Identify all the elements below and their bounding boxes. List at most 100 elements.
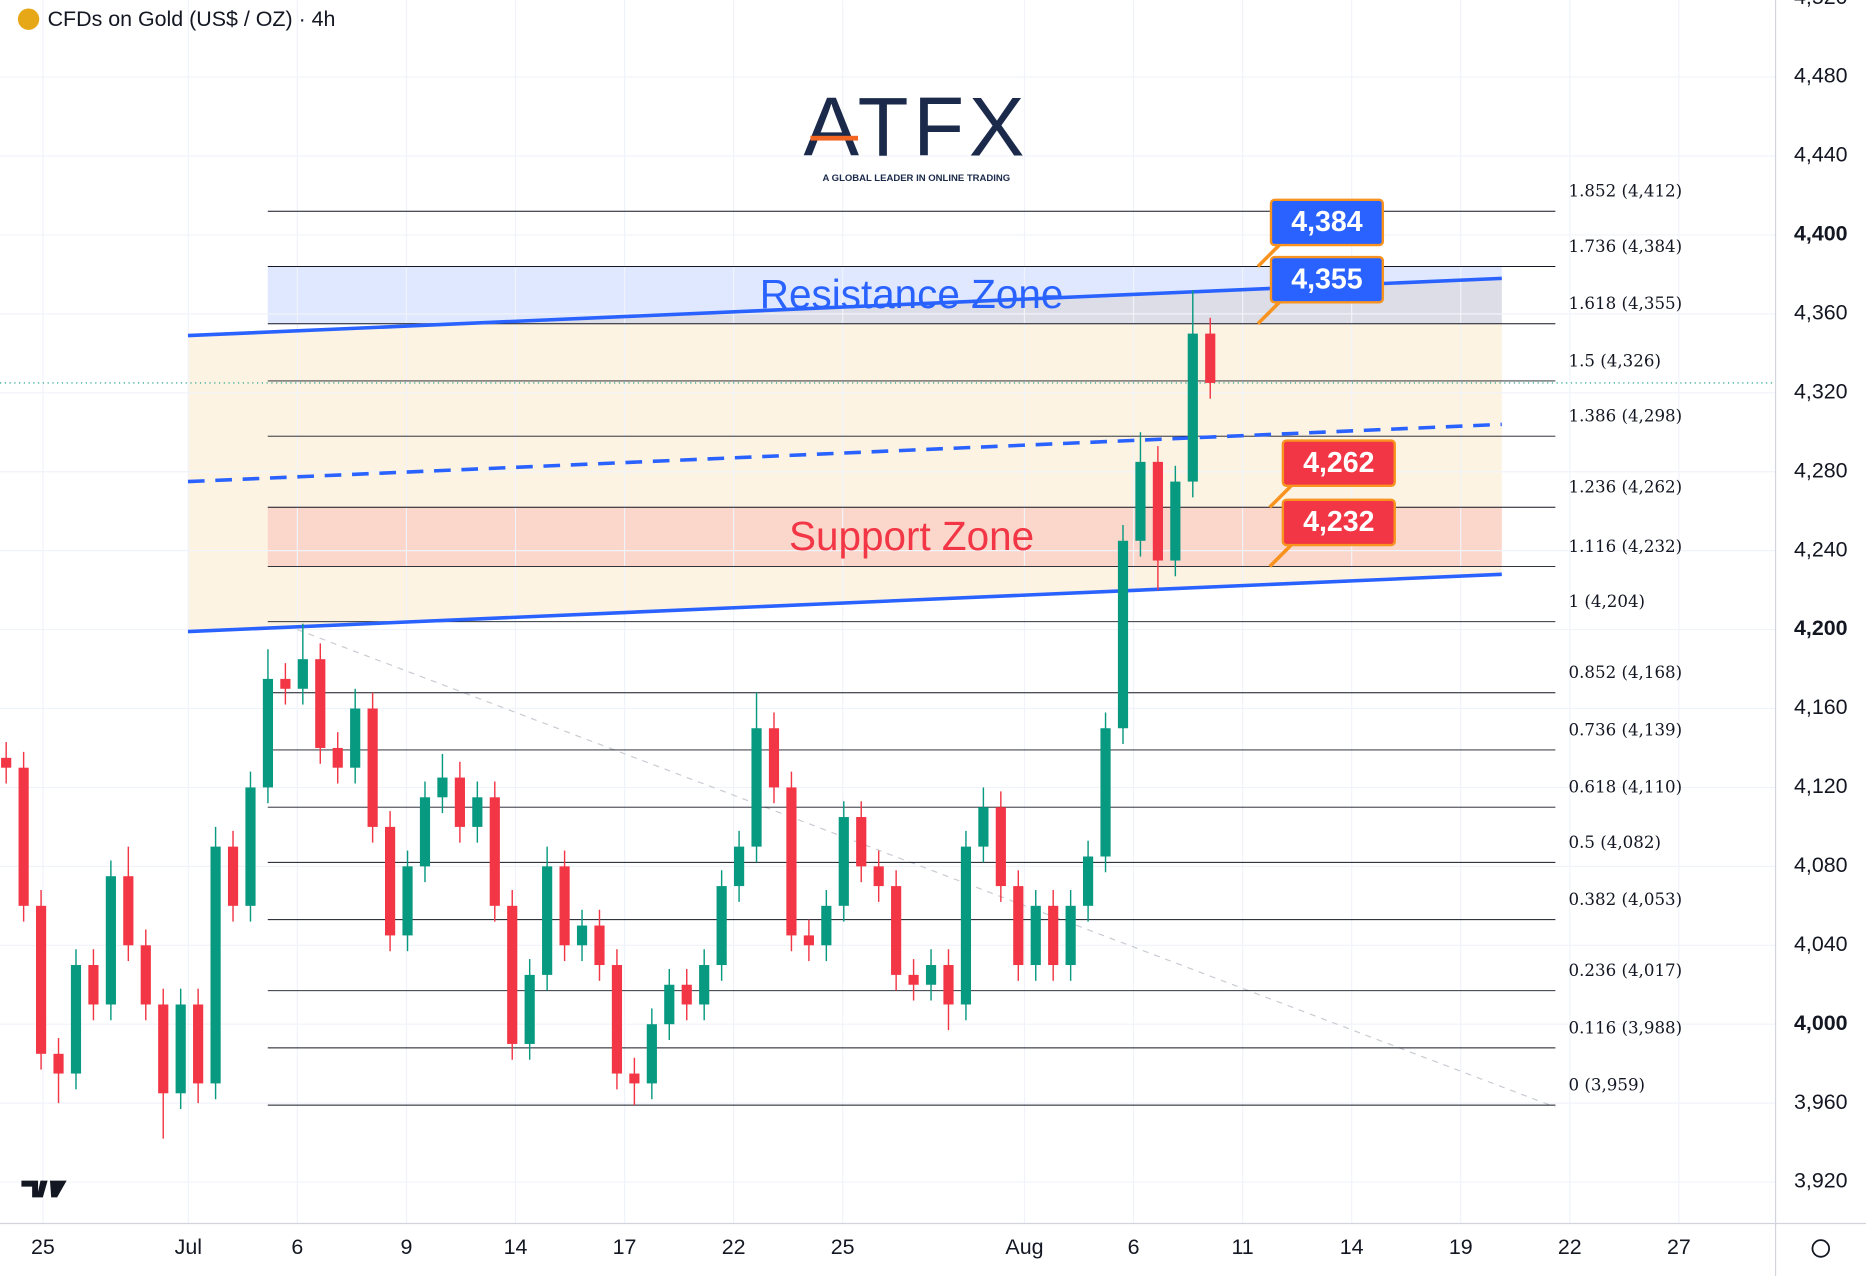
candle-body bbox=[943, 965, 954, 1005]
tag-label: 4,262 bbox=[1303, 447, 1374, 479]
x-tick-label: 6 bbox=[1128, 1235, 1140, 1259]
logo-accent bbox=[810, 135, 859, 141]
candle-body bbox=[384, 826, 396, 936]
candle-body bbox=[367, 708, 378, 827]
candle-body bbox=[437, 777, 448, 798]
candle-body bbox=[629, 1073, 640, 1084]
trendline bbox=[297, 629, 1556, 1108]
candle-body bbox=[1205, 333, 1216, 383]
x-tick-label: 17 bbox=[613, 1235, 637, 1259]
candle-body bbox=[402, 866, 413, 936]
tag-label: 4,232 bbox=[1303, 506, 1374, 538]
y-tick-label: 4,320 bbox=[1794, 379, 1848, 403]
y-tick-label: 4,200 bbox=[1794, 616, 1848, 640]
fib-label: 0.5 (4,082) bbox=[1568, 833, 1660, 852]
candle-body bbox=[245, 787, 256, 906]
fib-label: 1.736 (4,384) bbox=[1568, 237, 1682, 256]
candle-body bbox=[995, 807, 1006, 887]
logo-name: ATFX bbox=[803, 80, 1029, 173]
candle-body bbox=[53, 1053, 64, 1074]
tag-label: 4,355 bbox=[1291, 263, 1363, 295]
x-tick-label: 22 bbox=[1558, 1235, 1582, 1259]
y-tick-label: 4,440 bbox=[1794, 143, 1848, 167]
candle-body bbox=[856, 817, 867, 867]
channel-line bbox=[187, 422, 1502, 484]
y-tick-label: 4,480 bbox=[1794, 64, 1848, 88]
candle-body bbox=[350, 708, 361, 768]
candle-body bbox=[193, 1004, 204, 1084]
y-tick-label: 4,040 bbox=[1794, 932, 1848, 956]
candle-body bbox=[507, 905, 518, 1044]
y-tick-label: 4,360 bbox=[1794, 301, 1848, 325]
candle-body bbox=[891, 886, 902, 975]
candle-body bbox=[472, 797, 483, 827]
candle-body bbox=[88, 965, 99, 1005]
candle-body bbox=[489, 797, 500, 906]
tag-box bbox=[1281, 498, 1396, 547]
x-tick-label: 25 bbox=[831, 1235, 855, 1259]
candle-body bbox=[542, 866, 553, 975]
candle-body bbox=[18, 767, 29, 906]
candle-body bbox=[611, 965, 623, 1074]
y-tick-label: 4,280 bbox=[1794, 458, 1848, 482]
x-tick-label: 9 bbox=[400, 1235, 412, 1259]
tag-box bbox=[1281, 439, 1396, 488]
candle-body bbox=[960, 846, 972, 1005]
x-tick-label: Aug bbox=[1005, 1235, 1043, 1259]
candle-body bbox=[576, 925, 588, 946]
logo: ATFX A GLOBAL LEADER IN ONLINE TRADING bbox=[803, 80, 1029, 184]
candle-body bbox=[1100, 728, 1111, 857]
y-tick-label: 4,000 bbox=[1794, 1011, 1848, 1035]
candle-body bbox=[140, 945, 151, 1005]
candle-body bbox=[925, 965, 937, 985]
price-tags: 4,384 4,355 4,262 4,232 bbox=[1256, 198, 1396, 568]
candle-body bbox=[1152, 461, 1163, 561]
zone-label: Support Zone bbox=[789, 513, 1034, 559]
candle-body bbox=[1135, 461, 1146, 541]
candle-body bbox=[1117, 540, 1129, 729]
candle-body bbox=[559, 866, 570, 946]
channel-line bbox=[187, 572, 1502, 634]
x-tick-label: 22 bbox=[722, 1235, 746, 1259]
candle-body bbox=[699, 965, 710, 1005]
y-tick-label: 4,160 bbox=[1794, 695, 1848, 719]
candle-body bbox=[751, 728, 762, 847]
x-tick-label: 6 bbox=[291, 1235, 303, 1259]
candle-body bbox=[315, 659, 326, 748]
symbol-icon bbox=[17, 8, 40, 30]
x-tick-label: Jul bbox=[175, 1235, 202, 1259]
candle-body bbox=[105, 876, 116, 1005]
candle-body bbox=[158, 1004, 169, 1094]
candle-body bbox=[1, 757, 12, 768]
candle-body bbox=[716, 886, 727, 966]
candle-body bbox=[262, 678, 274, 788]
candle-body bbox=[681, 984, 692, 1005]
candle-body bbox=[646, 1024, 657, 1084]
fib-label: 1.618 (4,355) bbox=[1568, 294, 1682, 313]
x-tick-label: 14 bbox=[504, 1235, 528, 1259]
settings-icon[interactable] bbox=[1811, 1239, 1831, 1258]
candle-body bbox=[873, 866, 884, 887]
candle-body bbox=[1170, 481, 1181, 561]
candle-body bbox=[227, 846, 239, 906]
candle-body bbox=[1030, 905, 1041, 966]
candle-body bbox=[1013, 886, 1024, 966]
candle-body bbox=[803, 935, 814, 946]
fib-label: 0.382 (4,053) bbox=[1568, 890, 1682, 909]
fib-label: 0.852 (4,168) bbox=[1568, 663, 1682, 682]
tag-box bbox=[1269, 255, 1385, 304]
tv-logo bbox=[21, 1180, 67, 1198]
candle-body bbox=[332, 747, 343, 768]
tv-logo-shape bbox=[21, 1180, 67, 1198]
y-tick-label: 4,520 bbox=[1794, 0, 1848, 9]
candle-body bbox=[733, 846, 745, 887]
fib-label: 0.236 (4,017) bbox=[1568, 961, 1682, 980]
fib-label: 1.5 (4,326) bbox=[1568, 351, 1660, 370]
x-tick-label: 27 bbox=[1667, 1235, 1691, 1259]
fib-label: 1.852 (4,412) bbox=[1568, 182, 1682, 201]
fib-label: 1 (4,204) bbox=[1568, 592, 1645, 611]
candle-body bbox=[210, 846, 221, 1084]
candle-body bbox=[1048, 905, 1059, 966]
